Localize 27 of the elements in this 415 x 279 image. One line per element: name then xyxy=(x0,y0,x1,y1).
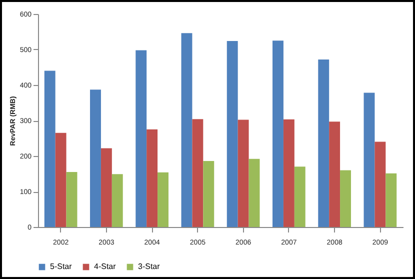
bar xyxy=(181,33,192,227)
bar xyxy=(112,174,123,227)
bar xyxy=(55,132,66,227)
bar xyxy=(203,160,214,227)
legend-label: 4-Star xyxy=(94,262,116,271)
bar xyxy=(272,40,284,227)
bar xyxy=(329,122,340,227)
bar xyxy=(90,90,101,227)
bar xyxy=(44,70,56,227)
bar xyxy=(283,119,294,227)
bar xyxy=(364,92,375,227)
bar xyxy=(226,40,238,227)
bar xyxy=(238,120,249,227)
bar xyxy=(374,142,386,227)
bar xyxy=(294,166,306,227)
bar xyxy=(136,50,147,227)
bar xyxy=(318,59,330,227)
legend-label: 3-Star xyxy=(138,262,160,271)
bar xyxy=(158,172,168,227)
bar xyxy=(146,129,158,227)
bar xyxy=(66,172,78,227)
bar xyxy=(248,158,260,227)
bar xyxy=(386,173,397,227)
legend-label: 5-Star xyxy=(50,262,72,271)
bar xyxy=(192,119,204,227)
bar xyxy=(100,148,112,227)
bar xyxy=(340,170,351,227)
